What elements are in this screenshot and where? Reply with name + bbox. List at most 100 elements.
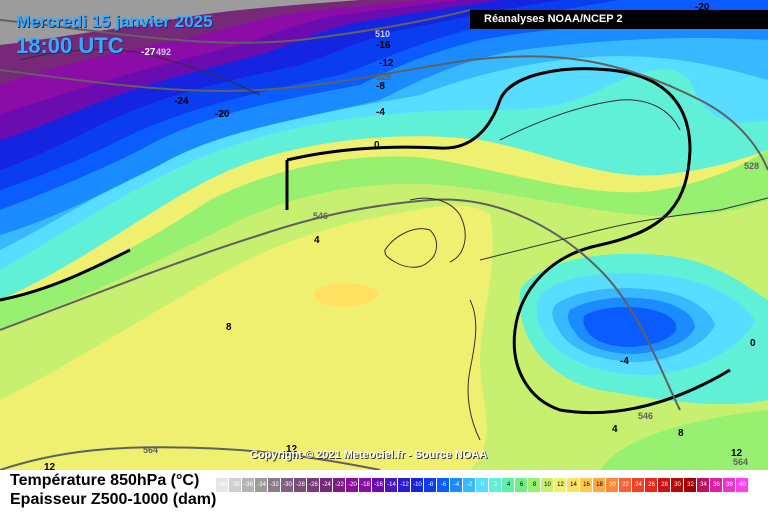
thickness-546: [0, 198, 681, 411]
scale-label: 32: [687, 482, 694, 488]
scale-cell: [697, 478, 710, 492]
scale-cell: [372, 478, 385, 492]
label-iso+12-s: 12: [286, 444, 298, 455]
scale-cell: [333, 478, 346, 492]
cold-pool-4: [583, 307, 677, 347]
coastline-scandinavia: [499, 99, 681, 141]
scale-cell: [736, 478, 749, 492]
coastline-iberia: [467, 299, 481, 441]
label-iso-8: -8: [376, 81, 385, 92]
scale-label: 38: [726, 482, 733, 488]
scale-label: -36: [244, 482, 253, 488]
legend-title-thickness: Epaisseur Z500-1000 (dam): [10, 491, 217, 508]
scale-label: -38: [231, 482, 240, 488]
scale-label: -14: [387, 482, 396, 488]
scale-cell: [671, 478, 684, 492]
scale-cell: [541, 478, 554, 492]
scale-cell: [450, 478, 463, 492]
scale-cell: [476, 478, 489, 492]
scale-label: 26: [648, 482, 655, 488]
scale-cell: [567, 478, 580, 492]
scale-label: 10: [544, 482, 551, 488]
scale-cell: [632, 478, 645, 492]
scale-cell: [593, 478, 606, 492]
coastline-europe: [479, 197, 768, 261]
scale-label: 30: [674, 482, 681, 488]
copyright-text: Copyright © 2021 Meteociel.fr - Source N…: [250, 449, 488, 461]
scale-label: -40: [218, 482, 227, 488]
label-thick-546-e: 546: [638, 411, 653, 421]
label-iso-20-ne: -20: [695, 2, 710, 13]
scale-cell: [502, 478, 515, 492]
warm-spot: [313, 283, 380, 307]
label-thick-492: 492: [156, 47, 171, 57]
scale-cell: [281, 478, 294, 492]
scale-label: -8: [427, 482, 434, 488]
scale-label: -32: [270, 482, 279, 488]
scale-label: 24: [635, 482, 642, 488]
label-iso0-e: 0: [750, 338, 756, 349]
scale-label: -22: [335, 482, 344, 488]
scale-cell: [723, 478, 736, 492]
scale-label: -24: [322, 482, 331, 488]
scale-cell: [294, 478, 307, 492]
label-iso+4-se: 4: [612, 424, 618, 435]
thickness-564: [0, 446, 381, 470]
scale-cell: [489, 478, 502, 492]
label-thick-564: 564: [143, 445, 158, 455]
scale-label: -18: [361, 482, 370, 488]
label-thick-528: 528: [376, 72, 391, 82]
scale-cell: [606, 478, 619, 492]
weather-map: -27 -24 -20 -16 -12 -8 -4 0 4 8 12 -20 0…: [0, 0, 768, 470]
scale-label: 28: [661, 482, 668, 488]
scale-label: 20: [609, 482, 616, 488]
scale-label: -34: [257, 482, 266, 488]
contour-zero: [286, 67, 731, 415]
scale-label: -4: [453, 482, 460, 488]
scale-label: -16: [374, 482, 383, 488]
label-thick-564-e: 564: [733, 457, 748, 467]
scale-cell: [320, 478, 333, 492]
scale-label: -12: [400, 482, 409, 488]
scale-label: 4: [506, 482, 511, 488]
british-isles: [384, 228, 437, 268]
label-iso-20: -20: [215, 109, 230, 120]
scale-label: -20: [348, 482, 357, 488]
label-iso+12-se: 12: [731, 448, 743, 459]
scale-label: 6: [519, 482, 524, 488]
scale-label: 22: [622, 482, 629, 488]
legend-title-temperature: Température 850hPa (°C): [10, 472, 200, 489]
scale-label: -10: [413, 482, 422, 488]
scale-label: 40: [739, 482, 746, 488]
coastline-north: [409, 197, 466, 263]
scale-cell: [645, 478, 658, 492]
source-banner: Réanalyses NOAA/NCEP 2: [470, 10, 768, 29]
scale-cell: [619, 478, 632, 492]
scale-label: -28: [296, 482, 305, 488]
thickness-528: [0, 55, 768, 171]
label-iso+8: 8: [226, 322, 232, 333]
label-iso-4-e: -4: [620, 356, 629, 367]
scale-cell: [216, 478, 229, 492]
scale-label: 34: [700, 482, 707, 488]
thickness-510: [0, 9, 471, 44]
coastline-greenland: [19, 49, 261, 96]
scale-cell: [424, 478, 437, 492]
map-svg: -27 -24 -20 -16 -12 -8 -4 0 4 8 12 -20 0…: [0, 0, 768, 470]
label-iso-16: -16: [376, 40, 391, 51]
label-iso+12-sw: 12: [44, 462, 56, 470]
scale-cell: [684, 478, 697, 492]
label-iso+4: 4: [314, 235, 320, 246]
time-title: 18:00 UTC: [16, 33, 124, 58]
label-thick-546: 546: [313, 211, 328, 221]
label-iso-24: -24: [174, 96, 189, 107]
scale-cell: [229, 478, 242, 492]
date-title: Mercredi 15 janvier 2025: [16, 12, 213, 31]
scale-label: 8: [532, 482, 537, 488]
scale-label: 18: [596, 482, 603, 488]
band-grey: [0, 0, 360, 45]
scale-cell: [346, 478, 359, 492]
scale-cell: [528, 478, 541, 492]
label-iso-12: -12: [379, 58, 394, 69]
label-thick-510: 510: [375, 29, 390, 39]
